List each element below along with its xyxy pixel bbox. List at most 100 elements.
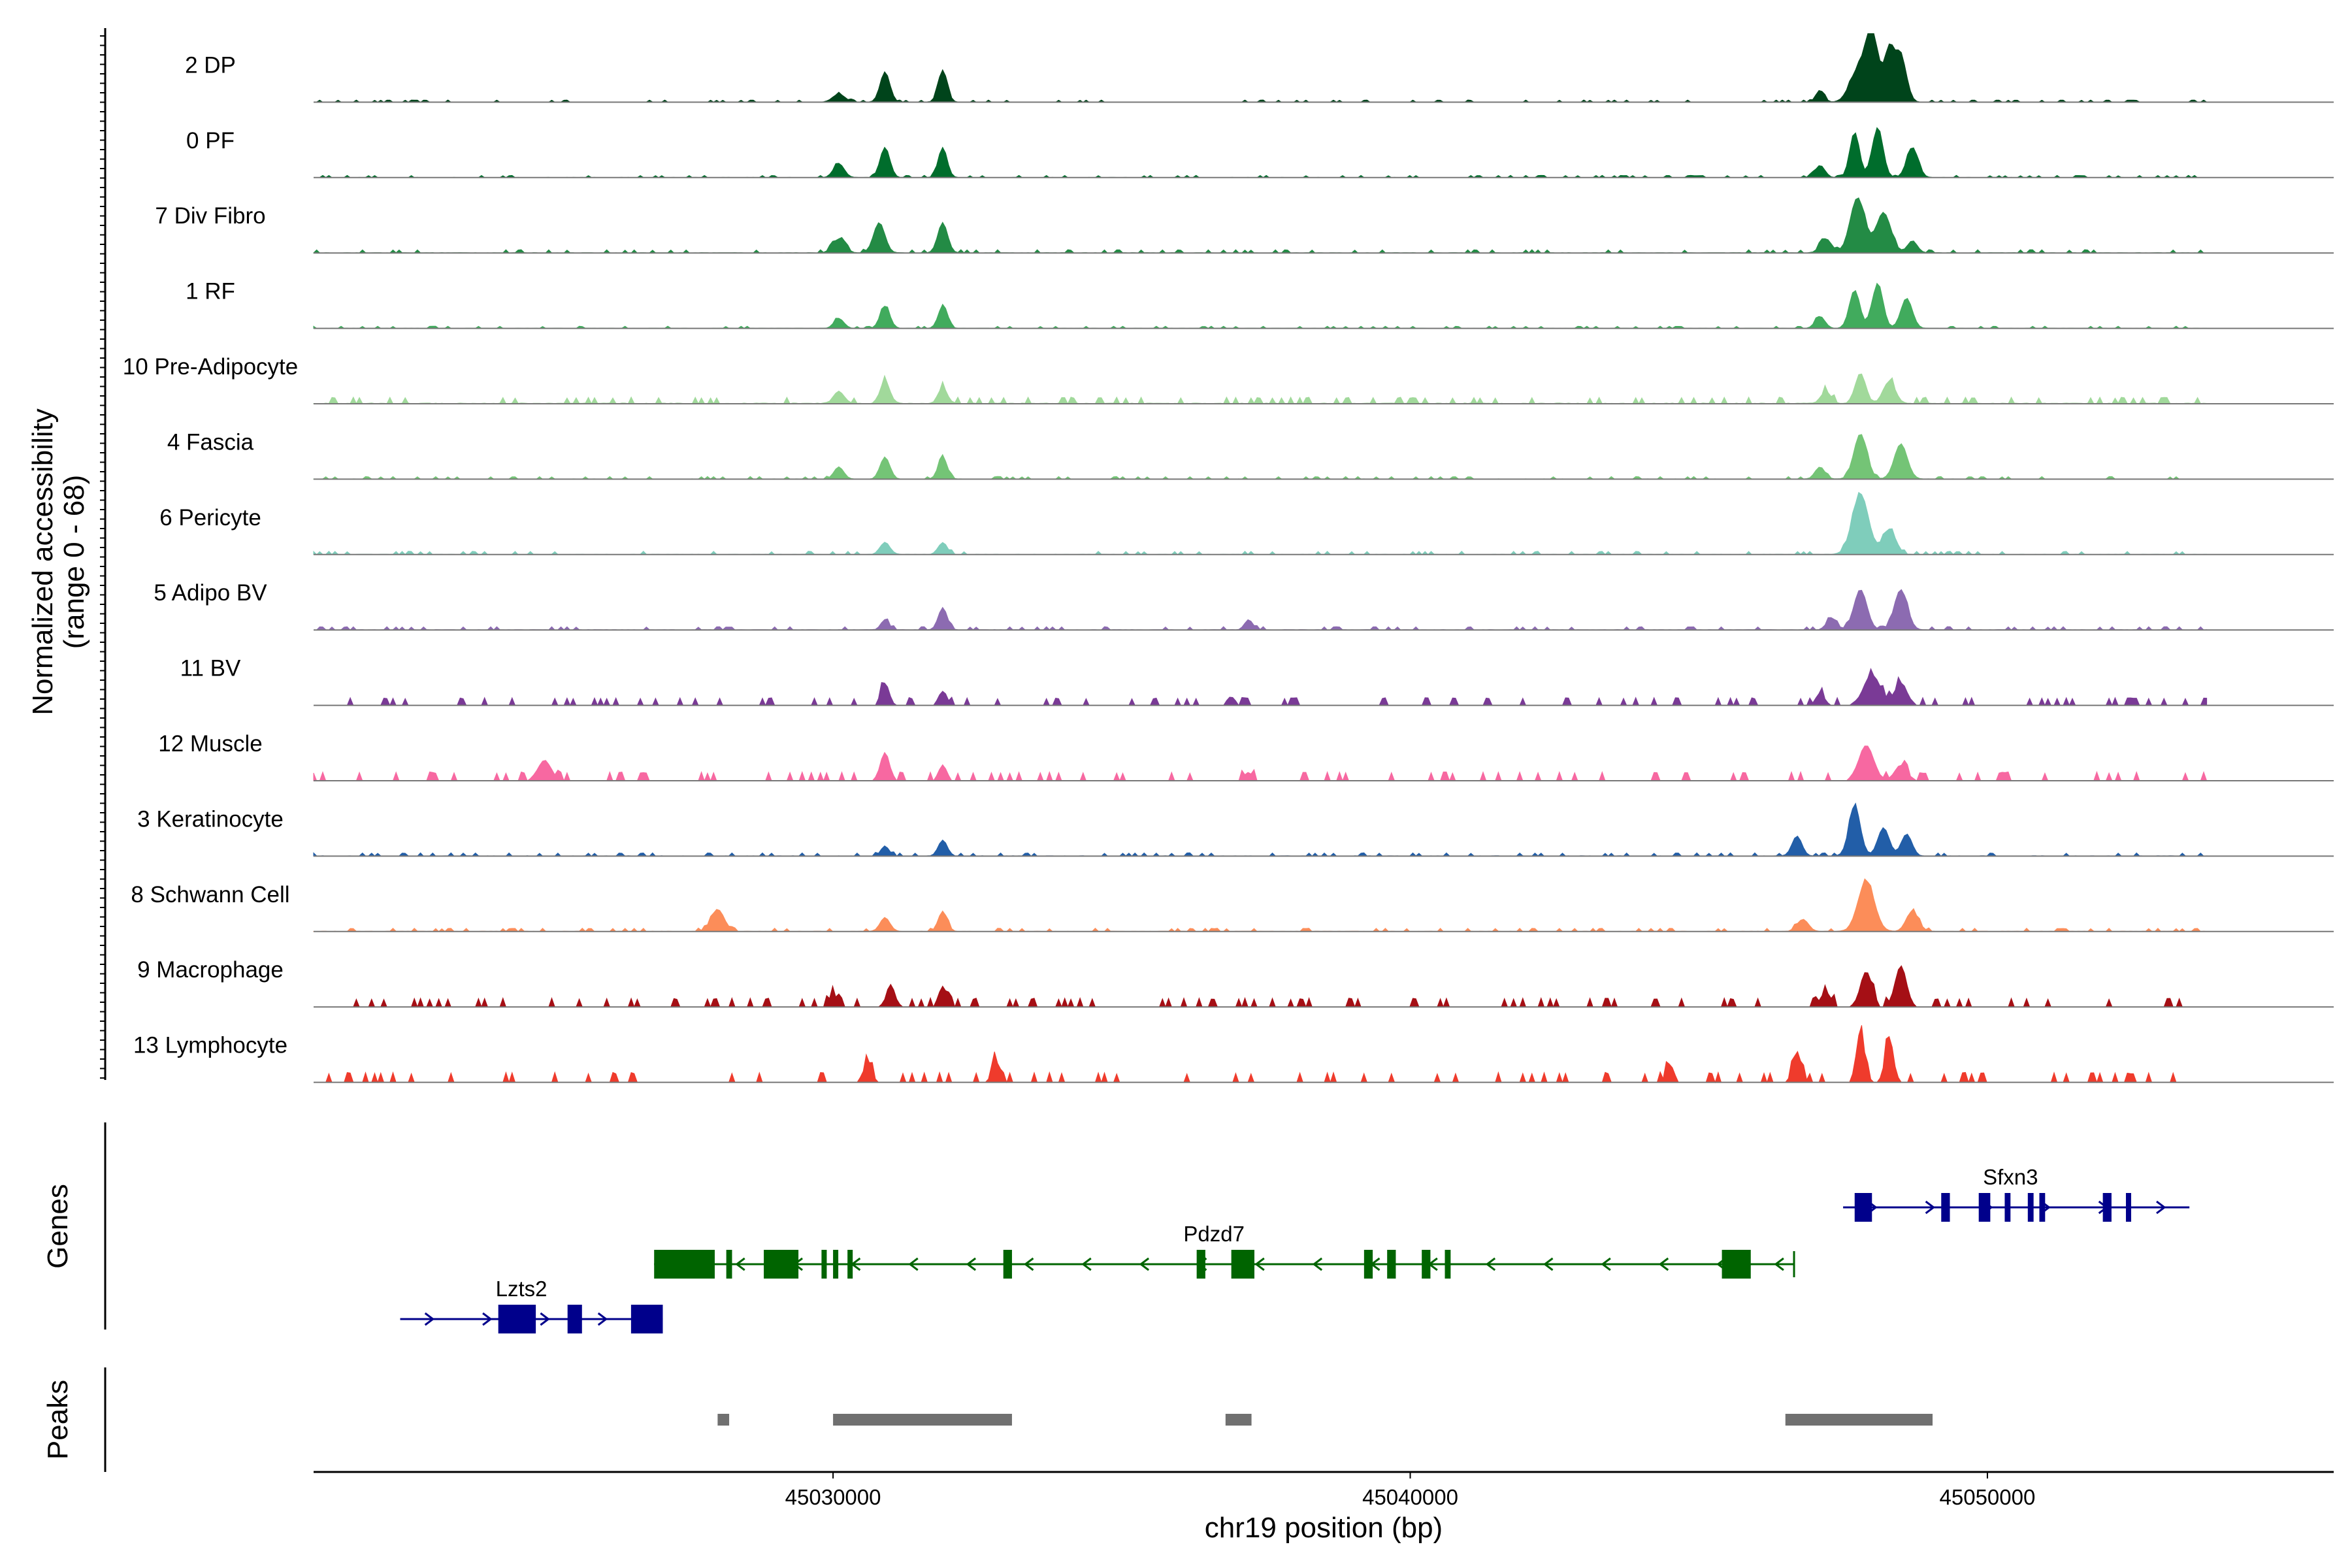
coverage-area: [313, 491, 2208, 555]
peak-bar: [1225, 1414, 1252, 1426]
strand-arrow: [1023, 1257, 1034, 1271]
coverage-track: 1 RF: [186, 279, 2334, 329]
strand-arrow: [1658, 1257, 1669, 1271]
track-label: 1 RF: [186, 279, 235, 304]
coverage-track: 6 Pericyte: [159, 491, 2334, 555]
exon: [833, 1250, 839, 1279]
coverage-track: 8 Schwann Cell: [131, 878, 2334, 932]
exon: [2102, 1193, 2112, 1222]
exon: [630, 1305, 663, 1333]
strand-arrow: [1925, 1200, 1936, 1215]
x-tick-label: 45030000: [785, 1485, 881, 1509]
exon: [654, 1250, 715, 1279]
exon: [567, 1305, 582, 1333]
coverage-area: [313, 878, 2208, 932]
track-label: 9 Macrophage: [137, 957, 284, 983]
coverage-track: 0 PF: [186, 127, 2334, 178]
exon: [1196, 1250, 1205, 1279]
strand-arrow: [908, 1257, 919, 1271]
x-axis-label: chr19 position (bp): [1205, 1512, 1443, 1544]
strand-arrow: [597, 1312, 608, 1326]
exon: [726, 1250, 732, 1279]
coverage-area: [313, 745, 2208, 782]
exon: [2004, 1193, 2011, 1222]
coverage-track: 9 Macrophage: [137, 957, 2334, 1008]
strand-arrow: [424, 1312, 435, 1326]
strand-arrow: [1312, 1257, 1323, 1271]
exon: [1364, 1250, 1373, 1279]
peak-regions: [717, 1414, 1933, 1426]
gene-label: Lzts2: [496, 1277, 547, 1301]
peak-bar: [833, 1414, 1012, 1426]
coverage-track: 13 Lymphocyte: [133, 1025, 2334, 1084]
gene-model: Sfxn3: [1843, 1165, 2190, 1222]
gene-model: Lzts2: [400, 1277, 663, 1333]
strand-arrow: [1081, 1257, 1092, 1271]
track-label: 11 BV: [180, 656, 241, 681]
x-axis-ticks: 45030000 45040000 45050000: [785, 1472, 2036, 1509]
strand-arrow: [1139, 1257, 1150, 1271]
coverage-area: [313, 373, 2208, 405]
coverage-track: 12 Muscle: [158, 731, 2334, 782]
exon: [1941, 1193, 1950, 1222]
strand-arrow: [2156, 1200, 2166, 1215]
exon: [2027, 1193, 2034, 1222]
coverage-track: 7 Div Fibro: [155, 197, 2334, 254]
track-label: 12 Muscle: [158, 731, 263, 757]
genes-label: Genes: [42, 1184, 74, 1269]
coverage-track: 3 Keratinocyte: [137, 802, 2334, 857]
coverage-axis-ticks: [100, 35, 105, 1079]
exon: [821, 1250, 827, 1279]
exon: [1445, 1250, 1451, 1279]
exon: [1387, 1250, 1396, 1279]
coverage-area: [313, 589, 2208, 630]
coverage-area: [313, 434, 2208, 480]
coverage-track: 2 DP: [185, 33, 2334, 103]
track-label: 4 Fascia: [167, 429, 254, 455]
strand-arrow: [540, 1312, 550, 1326]
exon: [2039, 1193, 2046, 1222]
coverage-track: 4 Fascia: [167, 429, 2334, 480]
strand-arrow: [482, 1312, 493, 1326]
coverage-area: [313, 127, 2208, 178]
coverage-track: 11 BV: [180, 656, 2334, 706]
coverage-area: [313, 802, 2208, 857]
track-label: 2 DP: [185, 52, 236, 78]
gene-model: Pdzd7: [654, 1222, 1795, 1279]
coverage-area: [314, 965, 2207, 1008]
coverage-area: [313, 282, 2208, 329]
exon: [1854, 1193, 1872, 1222]
strand-arrow: [1543, 1257, 1554, 1271]
peak-bar: [717, 1414, 730, 1426]
exon: [1231, 1250, 1254, 1279]
strand-arrow: [735, 1257, 745, 1271]
exon: [1722, 1250, 1751, 1279]
exon: [498, 1305, 536, 1333]
peak-bar: [1785, 1414, 1933, 1426]
strand-arrow: [1601, 1257, 1611, 1271]
track-label: 7 Div Fibro: [155, 203, 265, 229]
exon: [847, 1250, 853, 1279]
track-label: 3 Keratinocyte: [137, 806, 284, 832]
y-axis-label-line1: Normalized accessibility: [27, 408, 59, 715]
exon: [764, 1250, 799, 1279]
y-axis-label-line2: (range 0 - 68): [58, 475, 90, 649]
track-label: 8 Schwann Cell: [131, 882, 289, 907]
coverage-area: [314, 668, 2208, 706]
gene-label: Sfxn3: [1983, 1165, 2038, 1189]
coverage-area: [313, 197, 2208, 253]
exon: [1978, 1193, 1991, 1222]
exon: [2125, 1193, 2131, 1222]
strand-arrow: [966, 1257, 977, 1271]
exon: [1003, 1250, 1012, 1279]
coverage-track: 10 Pre-Adipocyte: [123, 354, 2334, 405]
strand-arrow: [1485, 1257, 1496, 1271]
peaks-label: Peaks: [42, 1380, 74, 1460]
coverage-area: [313, 33, 2208, 103]
track-label: 0 PF: [186, 128, 235, 154]
gene-label: Pdzd7: [1183, 1222, 1245, 1246]
track-label: 5 Adipo BV: [154, 580, 267, 606]
coverage-track: 5 Adipo BV: [154, 580, 2334, 631]
x-tick-label: 45050000: [1940, 1485, 2036, 1509]
coverage-area: [314, 1025, 2207, 1084]
